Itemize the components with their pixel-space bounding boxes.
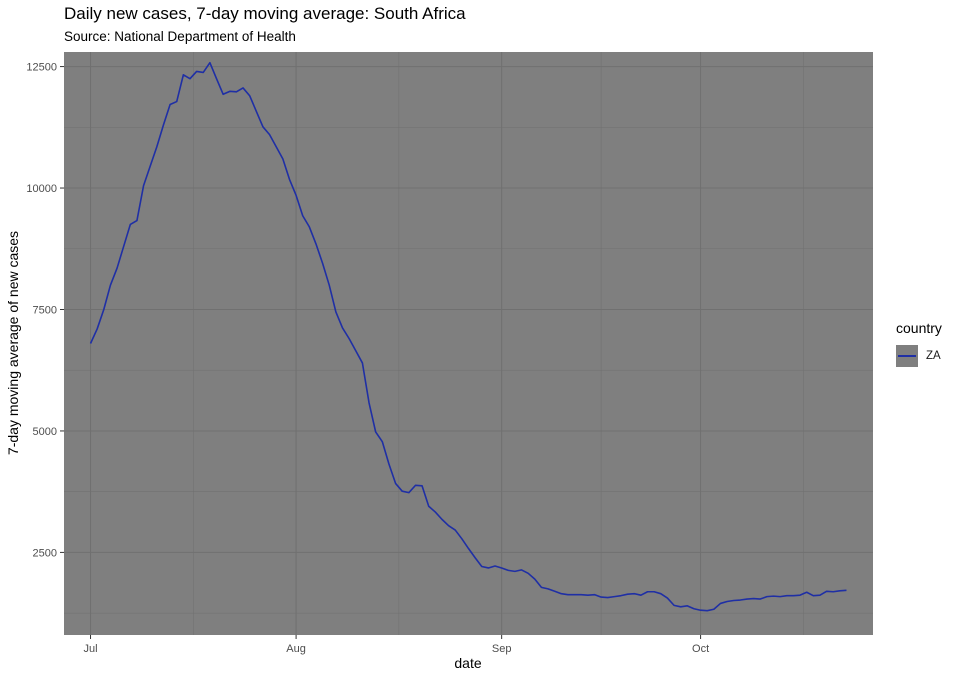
legend: country ZA: [896, 320, 942, 367]
x-tick-label: Jul: [83, 643, 97, 655]
plot-panel: [64, 52, 873, 635]
y-tick-label: 12500: [26, 62, 57, 74]
legend-item: ZA: [896, 345, 942, 367]
x-tick-label: Aug: [286, 643, 306, 655]
y-axis-label: 7-day moving average of new cases: [5, 230, 21, 456]
x-tick-label: Sep: [492, 643, 512, 655]
y-tick-label: 10000: [26, 183, 57, 195]
legend-title: country: [896, 320, 942, 336]
legend-line-swatch: [896, 345, 918, 367]
y-tick-label: 5000: [33, 426, 57, 438]
series-line-za: [89, 61, 847, 612]
y-tick-label: 7500: [33, 304, 57, 316]
legend-label: ZA: [926, 350, 941, 362]
chart-title: Daily new cases, 7-day moving average: S…: [64, 4, 466, 23]
chart-subtitle: Source: National Department of Health: [64, 29, 296, 44]
x-tick-label: Oct: [692, 643, 709, 655]
y-tick-label: 2500: [33, 547, 57, 559]
x-axis-label: date: [454, 655, 482, 671]
